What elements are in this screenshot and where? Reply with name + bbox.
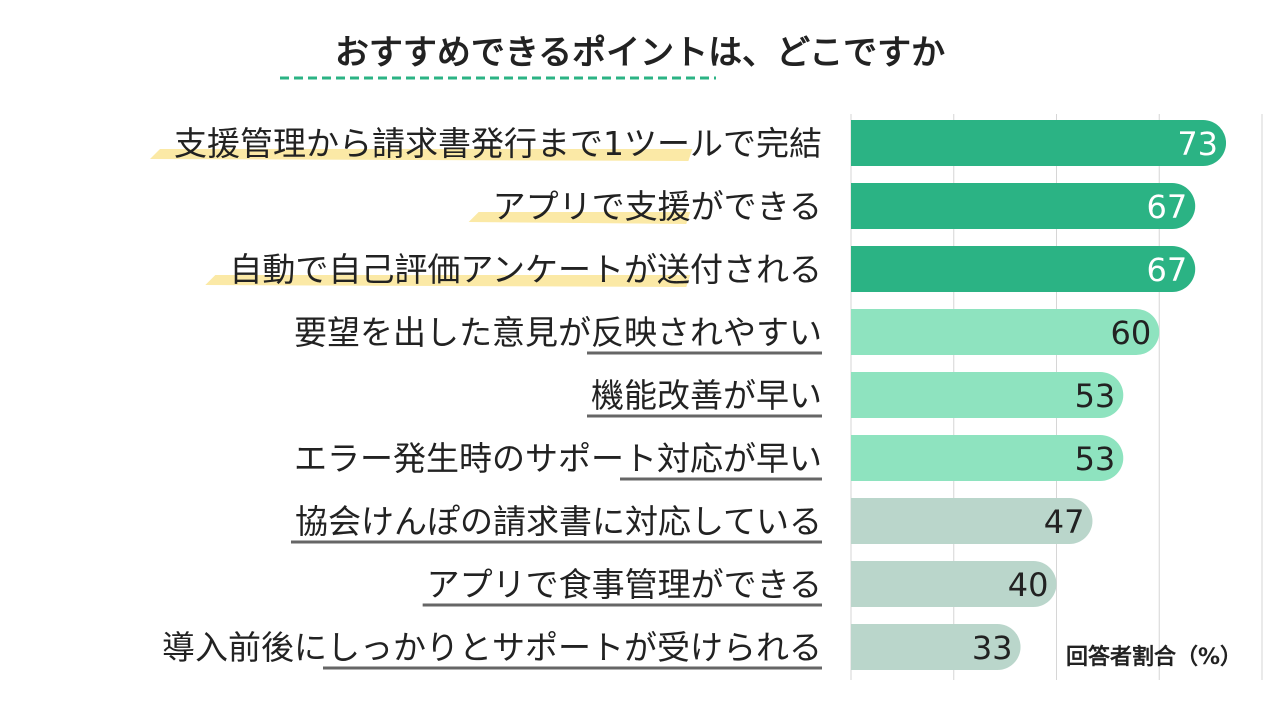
label-highlight xyxy=(205,275,691,287)
value-label: 73 xyxy=(1177,125,1218,163)
value-label: 53 xyxy=(1075,440,1116,478)
value-label: 67 xyxy=(1146,188,1187,226)
category-label-layer: 支援管理から請求書発行まで1ツールで完結アプリで支援ができる自動で自己評価アンケ… xyxy=(162,124,822,667)
bar xyxy=(851,183,1196,229)
label-highlight xyxy=(468,212,691,224)
label-highlight-layer xyxy=(150,149,822,670)
category-label: エラー発生時のサポート対応が早い xyxy=(294,439,822,478)
value-label: 53 xyxy=(1075,377,1116,415)
category-label: 要望を出した意見が反映されやすい xyxy=(294,313,822,352)
category-label: アプリで食事管理ができる xyxy=(427,565,822,604)
value-label: 60 xyxy=(1111,314,1152,352)
value-label-layer: 73 67 67 60 53 53 47 40 33 xyxy=(972,125,1218,667)
bar xyxy=(851,498,1093,544)
chart-title-group: おすすめできるポイントは、どこですか xyxy=(280,33,945,80)
unit-label: 回答者割合（%） xyxy=(1066,644,1242,670)
chart-title: おすすめできるポイントは、どこですか xyxy=(335,33,945,73)
value-label: 33 xyxy=(972,629,1013,667)
label-highlight xyxy=(150,149,693,161)
bar xyxy=(851,624,1021,670)
value-label: 67 xyxy=(1146,251,1187,289)
category-label: 自動で自己評価アンケートが送付される xyxy=(229,250,822,289)
value-label: 40 xyxy=(1008,566,1049,604)
bar xyxy=(851,561,1057,607)
bar xyxy=(851,120,1227,166)
bar xyxy=(851,435,1124,481)
category-label: アプリで支援ができる xyxy=(493,187,822,226)
category-label: 導入前後にしっかりとサポートが受けられる xyxy=(162,628,822,667)
category-label: 協会けんぽの請求書に対応している xyxy=(295,502,822,541)
bar xyxy=(851,309,1160,355)
bar-layer xyxy=(851,120,1227,670)
category-label: 機能改善が早い xyxy=(591,376,822,415)
value-label: 47 xyxy=(1044,503,1085,541)
category-label: 支援管理から請求書発行まで1ツールで完結 xyxy=(174,124,822,163)
bar xyxy=(851,246,1196,292)
bar xyxy=(851,372,1124,418)
